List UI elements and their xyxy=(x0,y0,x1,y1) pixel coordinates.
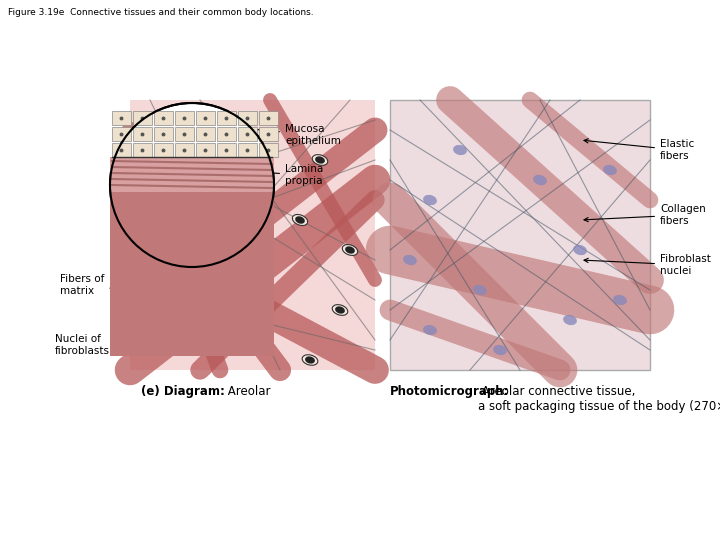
Bar xyxy=(112,127,131,141)
Text: (e) Diagram:: (e) Diagram: xyxy=(140,385,225,398)
Bar xyxy=(112,143,131,157)
Ellipse shape xyxy=(246,316,255,324)
Text: Fibers of
matrix: Fibers of matrix xyxy=(60,274,211,301)
Ellipse shape xyxy=(205,266,215,274)
Bar xyxy=(175,143,194,157)
Ellipse shape xyxy=(345,246,355,254)
Ellipse shape xyxy=(315,157,325,164)
Bar xyxy=(217,143,236,157)
Text: Photomicrograph:: Photomicrograph: xyxy=(390,385,510,398)
Ellipse shape xyxy=(295,216,305,224)
Ellipse shape xyxy=(342,245,358,255)
Ellipse shape xyxy=(453,145,467,155)
Ellipse shape xyxy=(473,285,487,295)
Ellipse shape xyxy=(302,355,318,365)
Bar xyxy=(154,143,173,157)
Ellipse shape xyxy=(152,305,168,315)
Text: Figure 3.19e  Connective tissues and their common body locations.: Figure 3.19e Connective tissues and thei… xyxy=(8,8,314,17)
Bar xyxy=(175,127,194,141)
Bar xyxy=(196,127,215,141)
Ellipse shape xyxy=(155,306,165,314)
Bar xyxy=(112,111,131,125)
Bar xyxy=(196,111,215,125)
Text: Collagen
fibers: Collagen fibers xyxy=(584,204,706,226)
Bar xyxy=(238,111,257,125)
Bar xyxy=(133,127,152,141)
Ellipse shape xyxy=(175,346,185,354)
Bar xyxy=(390,100,650,370)
Bar xyxy=(259,127,278,141)
Ellipse shape xyxy=(603,165,617,175)
Bar xyxy=(259,143,278,157)
Ellipse shape xyxy=(185,186,195,194)
Bar xyxy=(110,192,274,356)
Text: Nuclei of
fibroblasts: Nuclei of fibroblasts xyxy=(55,334,206,356)
Ellipse shape xyxy=(423,325,437,335)
Ellipse shape xyxy=(573,245,587,255)
Ellipse shape xyxy=(613,295,627,305)
Bar xyxy=(217,111,236,125)
Ellipse shape xyxy=(423,195,437,205)
Bar xyxy=(110,157,274,192)
Ellipse shape xyxy=(292,214,307,226)
Ellipse shape xyxy=(563,315,577,325)
Bar xyxy=(130,100,375,370)
Text: Fibroblast
nuclei: Fibroblast nuclei xyxy=(584,254,711,276)
Text: Mucosa
epithelium: Mucosa epithelium xyxy=(214,124,341,146)
Ellipse shape xyxy=(335,306,345,314)
Ellipse shape xyxy=(534,175,546,185)
Bar xyxy=(196,143,215,157)
Bar xyxy=(175,111,194,125)
Text: Lamina
propria: Lamina propria xyxy=(214,164,323,186)
Bar xyxy=(259,111,278,125)
Ellipse shape xyxy=(252,174,268,186)
Ellipse shape xyxy=(255,176,265,184)
Text: Areolar: Areolar xyxy=(225,385,271,398)
Ellipse shape xyxy=(172,345,188,355)
Bar xyxy=(133,111,152,125)
Ellipse shape xyxy=(243,314,258,326)
Bar xyxy=(154,127,173,141)
Text: Areolar connective tissue,
a soft packaging tissue of the body (270×): Areolar connective tissue, a soft packag… xyxy=(478,385,720,413)
Bar xyxy=(238,143,257,157)
Ellipse shape xyxy=(403,255,417,265)
Text: Elastic
fibers: Elastic fibers xyxy=(584,139,694,161)
Ellipse shape xyxy=(312,154,328,165)
Bar xyxy=(238,127,257,141)
Ellipse shape xyxy=(202,265,217,275)
Circle shape xyxy=(110,103,274,267)
Bar xyxy=(217,127,236,141)
Ellipse shape xyxy=(332,305,348,315)
Bar xyxy=(133,143,152,157)
Ellipse shape xyxy=(182,185,198,195)
Ellipse shape xyxy=(493,345,507,355)
Ellipse shape xyxy=(305,356,315,363)
Bar xyxy=(154,111,173,125)
